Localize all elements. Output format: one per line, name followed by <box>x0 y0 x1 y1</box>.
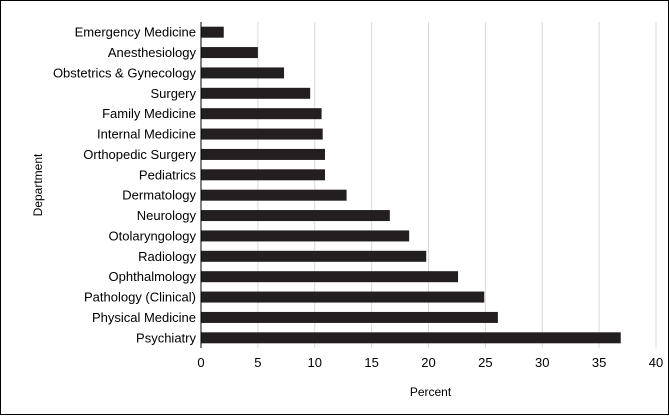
category-label: Obstetrics & Gynecology <box>53 65 197 80</box>
bar <box>201 189 347 201</box>
category-label: Emergency Medicine <box>75 25 196 40</box>
category-label: Dermatology <box>122 188 196 203</box>
category-label: Otolaryngology <box>109 228 197 243</box>
y-axis-title: Department <box>31 153 45 216</box>
bar <box>201 148 325 160</box>
bar <box>201 26 224 38</box>
category-label: Pediatrics <box>139 167 197 182</box>
category-label: Orthopedic Surgery <box>83 147 196 162</box>
category-label: Neurology <box>137 208 197 223</box>
bar <box>201 47 258 59</box>
x-axis-title: Percent <box>410 385 452 399</box>
bar <box>201 67 285 79</box>
bar <box>201 128 323 140</box>
category-label: Family Medicine <box>102 106 196 121</box>
category-labels: Emergency Medicine Anesthesiology Obstetri… <box>53 25 197 346</box>
category-label: Pathology (Clinical) <box>84 290 196 305</box>
x-tick-label: 10 <box>308 355 322 370</box>
category-label: Anesthesiology <box>108 45 197 60</box>
gridlines <box>257 22 657 348</box>
bar <box>201 108 322 120</box>
bar <box>201 230 410 242</box>
category-label: Ophthalmology <box>109 269 197 284</box>
bar <box>201 250 427 262</box>
x-tick-label: 5 <box>254 355 261 370</box>
bar <box>201 169 325 181</box>
category-label: Physical Medicine <box>92 310 196 325</box>
x-tick-label: 25 <box>478 355 492 370</box>
x-tick-label: 35 <box>592 355 606 370</box>
bar <box>201 210 390 222</box>
x-tick-label: 30 <box>535 355 549 370</box>
bars <box>201 26 621 344</box>
x-tick-label: 20 <box>421 355 435 370</box>
category-label: Psychiatry <box>136 330 196 345</box>
x-tick-label: 40 <box>649 355 663 370</box>
x-tick-label: 0 <box>197 355 204 370</box>
category-label: Radiology <box>138 249 196 264</box>
x-tick-labels: 0 5 10 15 20 25 30 35 40 <box>197 355 663 370</box>
x-tick-label: 15 <box>364 355 378 370</box>
bar <box>201 87 311 99</box>
bar <box>201 311 498 323</box>
bar <box>201 291 485 303</box>
bar <box>201 271 459 283</box>
category-label: Surgery <box>150 86 196 101</box>
bar <box>201 332 621 344</box>
category-label: Internal Medicine <box>97 127 196 142</box>
